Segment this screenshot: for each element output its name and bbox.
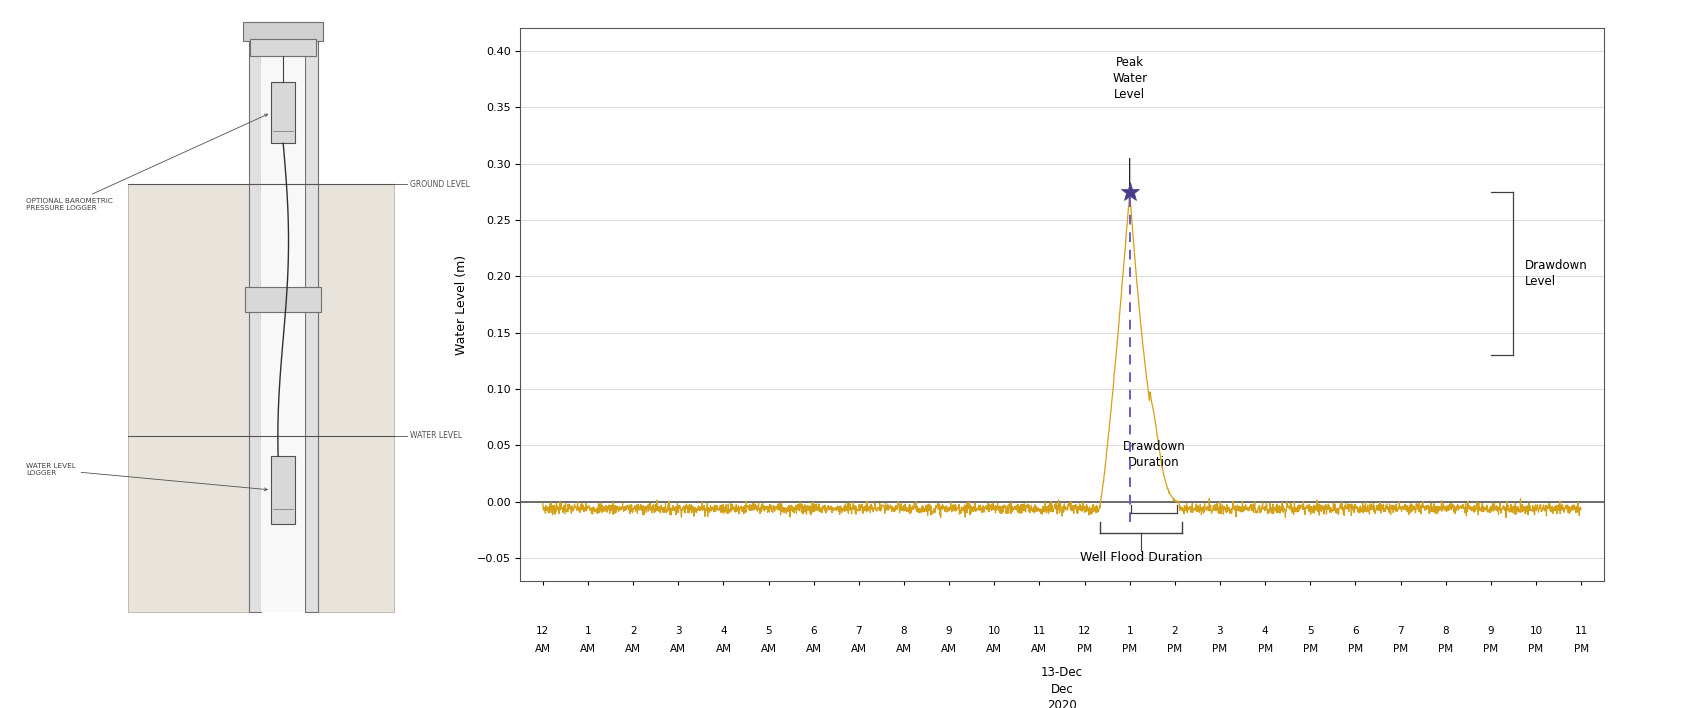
Text: 9: 9 [945, 627, 951, 636]
Text: AM: AM [535, 644, 551, 654]
Text: PM: PM [1437, 644, 1453, 654]
Text: OPTIONAL BAROMETRIC
PRESSURE LOGGER: OPTIONAL BAROMETRIC PRESSURE LOGGER [26, 114, 268, 211]
Text: Well Flood Duration: Well Flood Duration [1079, 552, 1202, 564]
Text: 8: 8 [900, 627, 907, 636]
Text: 5: 5 [1306, 627, 1313, 636]
Text: 6: 6 [810, 627, 817, 636]
Text: 2: 2 [1171, 627, 1178, 636]
Text: AM: AM [624, 644, 641, 654]
Text: AM: AM [895, 644, 912, 654]
Text: PM: PM [1166, 644, 1182, 654]
Bar [261, 41, 305, 612]
Text: AM: AM [714, 644, 731, 654]
Text: 7: 7 [1396, 627, 1403, 636]
Text: 5: 5 [766, 627, 771, 636]
Text: PM: PM [1347, 644, 1362, 654]
Text: AM: AM [580, 644, 595, 654]
Text: 3: 3 [675, 627, 682, 636]
Text: 1: 1 [585, 627, 592, 636]
Text: 13-Dec: 13-Dec [1040, 666, 1083, 679]
Text: AM: AM [760, 644, 776, 654]
Text: PM: PM [1257, 644, 1272, 654]
Text: Peak
Water
Level: Peak Water Level [1112, 57, 1146, 101]
Text: Drawdown
Duration: Drawdown Duration [1122, 440, 1185, 469]
Text: 4: 4 [1262, 627, 1269, 636]
Bar [249, 41, 261, 612]
Text: AM: AM [941, 644, 957, 654]
Text: PM: PM [1528, 644, 1543, 654]
Text: 11: 11 [1574, 627, 1587, 636]
Text: AM: AM [985, 644, 1003, 654]
Bar [244, 23, 322, 41]
Text: 12: 12 [535, 627, 549, 636]
Text: 12: 12 [1078, 627, 1091, 636]
Bar [305, 41, 317, 612]
Text: PM: PM [1572, 644, 1587, 654]
Text: 2: 2 [629, 627, 636, 636]
Text: AM: AM [851, 644, 866, 654]
Bar [271, 82, 295, 143]
Text: 6: 6 [1352, 627, 1357, 636]
Text: WATER LEVEL: WATER LEVEL [409, 431, 462, 440]
Text: GROUND LEVEL: GROUND LEVEL [409, 180, 469, 188]
Text: 11: 11 [1032, 627, 1045, 636]
Text: 3: 3 [1216, 627, 1222, 636]
Bar [271, 456, 295, 524]
Text: 7: 7 [854, 627, 861, 636]
Polygon shape [128, 184, 249, 612]
Text: 10: 10 [987, 627, 1001, 636]
Text: AM: AM [1032, 644, 1047, 654]
Text: PM: PM [1122, 644, 1137, 654]
Text: 9: 9 [1487, 627, 1494, 636]
Text: 1: 1 [1125, 627, 1132, 636]
Text: PM: PM [1303, 644, 1316, 654]
Text: 8: 8 [1441, 627, 1448, 636]
Text: PM: PM [1076, 644, 1091, 654]
Text: WATER LEVEL
LOGGER: WATER LEVEL LOGGER [26, 463, 268, 491]
Text: PM: PM [1393, 644, 1407, 654]
Text: AM: AM [670, 644, 685, 654]
Bar [249, 39, 317, 57]
Polygon shape [317, 184, 394, 612]
Bar [246, 287, 321, 312]
Text: Dec: Dec [1050, 683, 1072, 696]
Text: AM: AM [805, 644, 822, 654]
Text: PM: PM [1212, 644, 1228, 654]
Text: PM: PM [1482, 644, 1497, 654]
Text: 4: 4 [720, 627, 726, 636]
Text: 2020: 2020 [1047, 700, 1076, 708]
Text: 10: 10 [1528, 627, 1541, 636]
Y-axis label: Water Level (m): Water Level (m) [455, 254, 467, 355]
Text: Drawdown
Level: Drawdown Level [1524, 259, 1586, 288]
